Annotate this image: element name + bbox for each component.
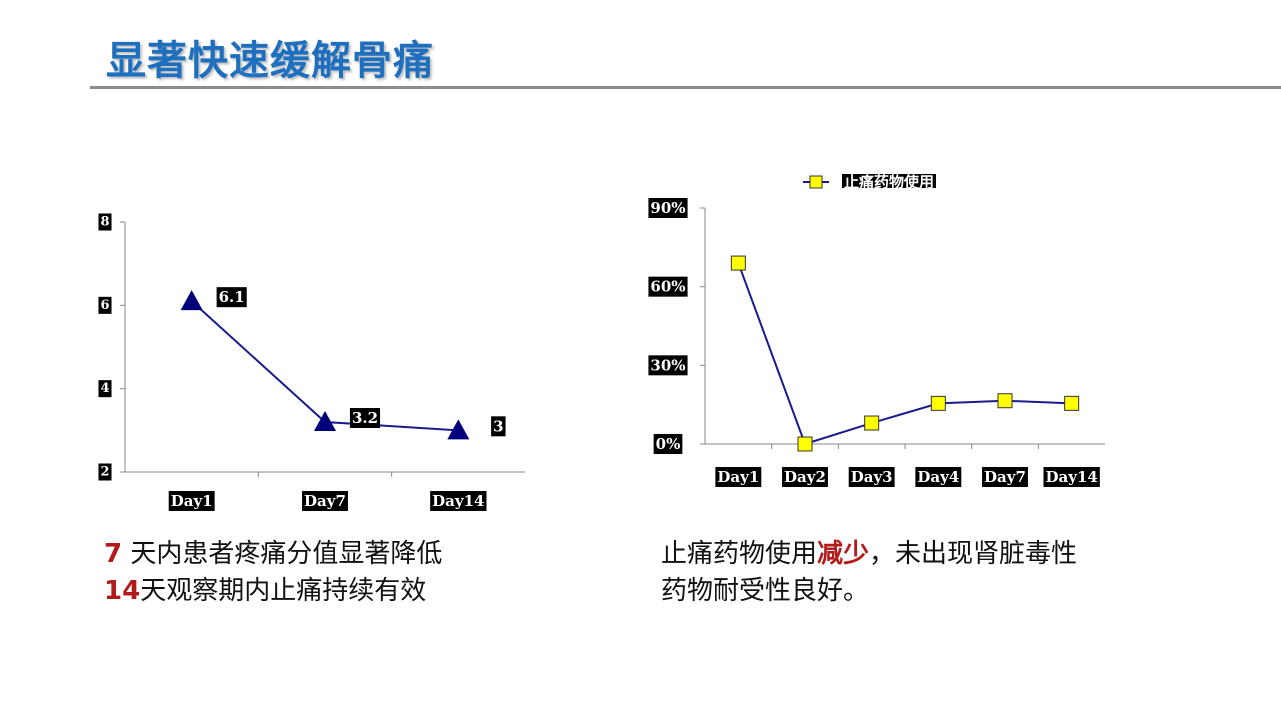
data-label: 3.2: [349, 408, 381, 428]
x-tick-label-text: Day2: [784, 468, 826, 486]
caption-text: ，未出现肾脏毒性: [869, 539, 1078, 569]
x-tick-label-text: Day14: [1046, 468, 1098, 486]
data-label-bg: [349, 408, 381, 428]
left-caption-line1: 7 天内患者疼痛分值显著降低: [104, 536, 442, 573]
x-tick-label-text: Day4: [917, 468, 959, 486]
legend-label: 止痛药物使用: [841, 173, 937, 191]
x-tick-label-bg: [302, 491, 348, 511]
right-caption-line2: 药物耐受性良好。: [661, 576, 870, 606]
data-label-text: 3.2: [352, 409, 378, 427]
y-tick-label-text: 2: [100, 465, 109, 480]
right-caption: 止痛药物使用减少，未出现肾脏毒性 药物耐受性良好。: [661, 536, 1077, 610]
page-title: 显著快速缓解骨痛: [106, 38, 434, 84]
data-label-bg: [216, 287, 247, 308]
square-marker: [1064, 395, 1080, 411]
caption-number-7: 7: [104, 539, 123, 569]
y-tick-label-text: 4: [100, 381, 109, 396]
x-tick-label-bg: [1043, 467, 1100, 487]
triangle-marker: [447, 419, 470, 440]
x-tick-label-bg: [915, 467, 962, 487]
y-tick-label-text: 90%: [650, 199, 685, 217]
x-tick-label: Day1: [715, 467, 762, 487]
x-tick-label: Day3: [848, 467, 895, 487]
x-tick-label: Day1: [168, 491, 215, 511]
data-label: 6.1: [216, 287, 247, 308]
data-label: 3: [491, 416, 506, 437]
caption-number-14: 14: [104, 576, 141, 606]
y-tick-label: 0%: [653, 434, 683, 454]
x-tick-label-bg: [782, 467, 828, 487]
x-tick-label-text: Day1: [171, 492, 213, 510]
x-tick-label-text: Day7: [304, 492, 346, 510]
y-tick-label-bg: [98, 380, 112, 398]
x-tick-label: Day14: [430, 491, 487, 511]
y-tick-label-bg: [98, 213, 112, 231]
data-label-text: 6.1: [219, 288, 245, 306]
square-marker: [930, 395, 946, 411]
data-label-bg: [491, 416, 506, 437]
y-tick-label-bg: [653, 434, 683, 454]
x-tick-label-bg: [848, 467, 895, 487]
y-tick-label-bg: [648, 276, 688, 297]
square-marker: [997, 393, 1013, 409]
y-tick-label: 4: [98, 380, 112, 398]
series-line: [737, 262, 1072, 446]
left-caption-line2: 14天观察期内止痛持续有效: [104, 573, 442, 610]
legend: [803, 175, 829, 189]
y-tick-label-text: 0%: [656, 435, 681, 453]
y-tick-label-bg: [648, 198, 688, 218]
y-tick-label: 30%: [648, 355, 688, 376]
x-tick-label-text: Day3: [851, 468, 893, 486]
square-marker: [864, 415, 880, 431]
triangle-marker: [314, 411, 336, 431]
title-divider: [90, 86, 1281, 89]
x-tick-label-text: Day7: [984, 468, 1026, 486]
x-tick-label-text: Day14: [432, 492, 484, 510]
y-tick-label: 2: [98, 463, 112, 481]
y-tick-label: 6: [98, 296, 112, 314]
caption-text: 止痛药物使用: [661, 539, 818, 569]
x-tick-label: Day7: [982, 467, 1028, 487]
legend-marker: [809, 175, 823, 189]
right-caption-line1: 止痛药物使用减少，未出现肾脏毒性: [661, 536, 1077, 573]
y-tick-label-text: 30%: [650, 356, 685, 374]
y-tick-label-text: 8: [100, 215, 109, 230]
legend-label-bg: [841, 174, 937, 188]
x-tick-label-bg: [982, 467, 1028, 487]
square-marker: [797, 436, 813, 452]
square-marker: [730, 255, 746, 271]
x-tick-label-text: Day1: [717, 468, 759, 486]
y-tick-label-bg: [648, 355, 688, 376]
x-tick-label: Day7: [302, 491, 348, 511]
series-line: [190, 300, 459, 432]
x-tick-label-bg: [715, 467, 762, 487]
x-tick-label: Day4: [915, 467, 962, 487]
caption-highlight: 减少: [817, 539, 870, 569]
y-tick-label-bg: [98, 296, 112, 314]
caption-text: 天观察期内止痛持续有效: [140, 576, 427, 606]
y-tick-label: 90%: [648, 198, 688, 218]
x-tick-label: Day2: [782, 467, 828, 487]
x-tick-label: Day14: [1043, 467, 1100, 487]
x-tick-label-bg: [168, 491, 215, 511]
y-tick-label: 8: [98, 213, 112, 231]
left-caption: 7 天内患者疼痛分值显著降低 14天观察期内止痛持续有效: [104, 536, 442, 610]
data-label-text: 3: [493, 417, 503, 435]
y-tick-label-bg: [98, 463, 112, 481]
legend-label-text: 止痛药物使用: [844, 173, 934, 191]
y-tick-label-text: 60%: [650, 278, 685, 296]
y-tick-label: 60%: [648, 276, 688, 297]
y-tick-label-text: 6: [100, 298, 109, 313]
x-tick-label-bg: [430, 491, 487, 511]
caption-text: 天内患者疼痛分值显著降低: [122, 539, 443, 569]
triangle-marker: [180, 290, 203, 311]
